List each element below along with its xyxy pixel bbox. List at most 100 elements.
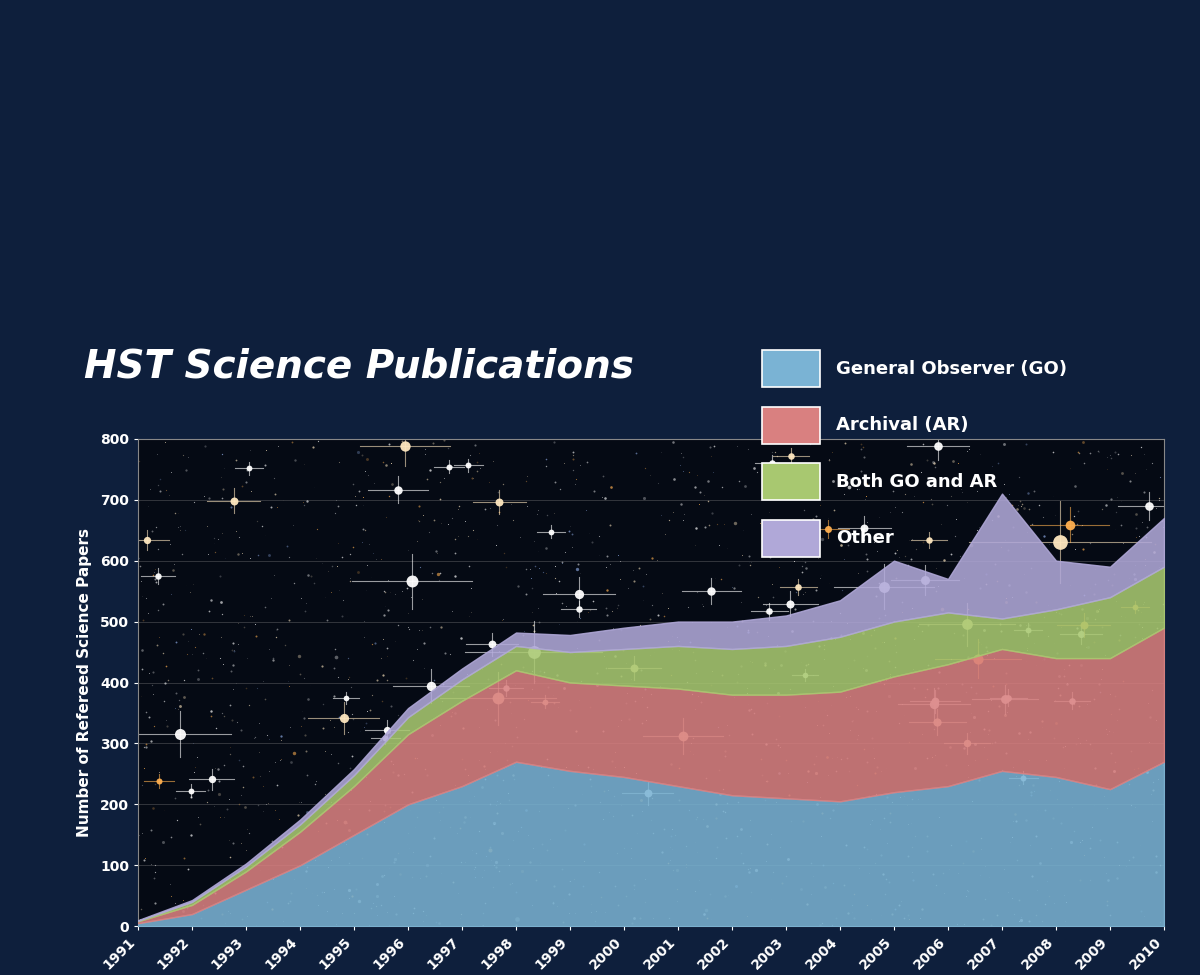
Point <box>713 782 732 798</box>
Point <box>538 767 557 783</box>
Point <box>866 703 886 719</box>
Point <box>958 769 977 785</box>
Point <box>760 604 779 619</box>
Point <box>1097 461 1116 477</box>
Point <box>580 699 599 715</box>
Point <box>329 498 348 514</box>
Point <box>142 856 161 872</box>
Point <box>269 811 288 827</box>
Point <box>696 902 715 917</box>
Point <box>470 823 490 838</box>
Point <box>757 535 776 551</box>
Point <box>544 779 563 795</box>
Point <box>545 878 564 893</box>
Point <box>1034 527 1054 543</box>
Point <box>857 662 876 678</box>
Point <box>947 511 966 526</box>
Point <box>756 604 775 620</box>
Point <box>996 677 1015 692</box>
Point <box>193 897 212 913</box>
Point <box>632 803 652 819</box>
Point <box>154 834 173 849</box>
Point <box>788 579 808 595</box>
Point <box>839 905 858 920</box>
Point <box>654 821 673 837</box>
Point <box>1054 668 1073 683</box>
Point <box>479 474 498 489</box>
Point <box>712 479 731 494</box>
Point <box>707 850 726 866</box>
Point <box>565 648 584 664</box>
Point <box>1087 604 1106 619</box>
Point <box>848 701 868 717</box>
Point <box>395 438 414 453</box>
Point <box>236 841 256 857</box>
Point <box>1094 647 1114 663</box>
Point <box>1110 632 1129 647</box>
Point <box>1086 611 1105 627</box>
Point <box>407 809 426 825</box>
Point <box>464 437 484 452</box>
Point <box>781 682 800 697</box>
Point <box>919 531 938 547</box>
Point <box>1153 520 1172 535</box>
Point <box>590 795 610 810</box>
Point <box>313 696 332 712</box>
Point <box>740 812 760 828</box>
Point <box>769 708 788 723</box>
Point <box>900 531 919 547</box>
Point <box>420 838 439 853</box>
Point <box>1054 739 1073 755</box>
Point <box>1102 706 1121 722</box>
Point <box>726 515 745 530</box>
Point <box>587 677 606 692</box>
Point <box>298 804 317 820</box>
Point <box>1091 671 1110 686</box>
Point <box>1127 529 1146 545</box>
Point <box>173 903 192 918</box>
Point <box>425 830 444 845</box>
Point <box>683 686 702 702</box>
Point <box>928 681 947 696</box>
Point <box>300 678 319 693</box>
Point <box>1120 852 1139 868</box>
Point <box>875 677 894 692</box>
Point <box>961 537 980 553</box>
Point <box>854 517 874 532</box>
Point <box>406 567 425 583</box>
Point <box>240 825 259 840</box>
Point <box>173 546 192 562</box>
Point <box>530 560 550 575</box>
Point <box>971 447 990 462</box>
Point <box>953 676 972 691</box>
Point <box>902 531 922 547</box>
Point <box>611 571 630 587</box>
Point <box>1003 759 1022 774</box>
Point <box>600 556 619 571</box>
Point <box>467 463 486 479</box>
Point <box>581 905 600 920</box>
Point <box>566 723 586 739</box>
Point <box>467 845 486 861</box>
Point <box>214 809 233 825</box>
Point <box>462 604 481 620</box>
Point <box>380 800 400 815</box>
Point <box>1118 776 1138 792</box>
Point <box>1098 449 1117 465</box>
Point <box>210 786 229 801</box>
Point <box>875 634 894 649</box>
Point <box>1006 806 1025 822</box>
Point <box>594 648 613 664</box>
Point <box>565 477 584 492</box>
Point <box>1074 847 1093 863</box>
Point <box>946 528 965 544</box>
Point <box>722 579 742 595</box>
Point <box>814 637 833 652</box>
Point <box>959 602 978 617</box>
Point <box>958 882 977 898</box>
Point <box>917 451 936 467</box>
Point <box>137 502 156 518</box>
Point <box>1138 764 1157 780</box>
Point <box>667 880 686 896</box>
Point <box>284 745 304 760</box>
